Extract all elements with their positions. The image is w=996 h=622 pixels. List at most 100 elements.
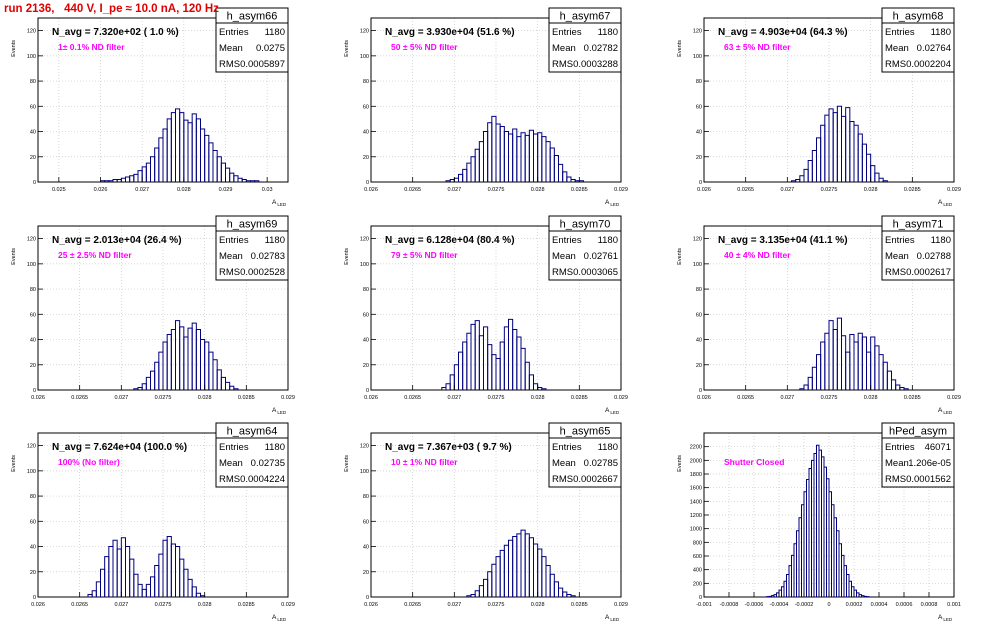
histogram-bin	[891, 379, 897, 390]
stats-label: Mean	[219, 458, 243, 469]
histogram-bin	[861, 143, 867, 182]
histogram-bin	[807, 376, 813, 390]
x-tick-label: 0.025	[52, 187, 66, 193]
stats-label: Mean	[885, 43, 909, 54]
stats-value: 0.0001562	[906, 474, 951, 485]
histogram-bin	[154, 564, 160, 597]
histogram-bin	[191, 586, 197, 597]
y-tick-label: 100	[693, 54, 702, 60]
stats-label: Entries	[885, 442, 915, 453]
n-avg-title: N_avg = 7.320e+02 ( 1.0 %)	[52, 27, 179, 38]
stats-box	[881, 215, 955, 281]
filter-note: 10 ± 1% ND filter	[391, 457, 458, 467]
x-tick-label: 0.0285	[571, 187, 588, 193]
histogram-bin	[470, 323, 476, 390]
histogram-bin	[458, 351, 464, 390]
y-tick-label: 80	[696, 287, 702, 293]
stats-label: RMS	[219, 267, 240, 278]
histogram-bin	[853, 341, 859, 390]
histogram-bin	[216, 156, 222, 182]
histogram-bin	[866, 153, 872, 182]
histogram-bin	[549, 147, 555, 182]
histogram-bin	[820, 124, 826, 182]
y-tick-label: 0	[366, 180, 369, 186]
x-axis-label: ALED	[272, 199, 287, 207]
stats-box-title: h_asym64	[227, 426, 278, 438]
x-tick-label: 0.028	[198, 602, 212, 608]
x-tick-label: 0.027	[780, 187, 794, 193]
histogram-bin	[512, 328, 518, 390]
x-tick-label: 0.026	[364, 395, 378, 401]
x-tick-label: 0.029	[614, 187, 628, 193]
stats-label: Mean	[219, 43, 243, 54]
stats-value: 0.02785	[584, 458, 618, 469]
histogram-bin	[495, 357, 501, 390]
stats-value: 46071	[925, 442, 951, 453]
stats-label: Entries	[219, 27, 249, 38]
y-tick-label: 120	[360, 29, 369, 35]
histogram-bin	[129, 175, 135, 182]
histogram-bin	[824, 114, 830, 182]
n-avg-title: N_avg = 6.128e+04 (80.4 %)	[385, 235, 515, 246]
histogram-bin	[187, 327, 193, 390]
histogram-bin	[553, 581, 559, 597]
histogram-bin	[225, 381, 231, 390]
histogram-bin	[137, 583, 143, 597]
histogram-bin	[208, 351, 214, 390]
histogram-bin	[120, 177, 126, 182]
histogram-bin	[566, 176, 572, 182]
histogram-bin	[549, 573, 555, 597]
y-tick-label: 80	[30, 79, 36, 85]
histogram-bin	[541, 556, 547, 597]
histogram-bin	[841, 115, 847, 182]
histogram-bin	[141, 588, 147, 597]
histogram-bin	[878, 177, 884, 182]
y-tick-label: 120	[693, 237, 702, 243]
histogram-bin	[183, 568, 189, 597]
y-tick-label: 60	[363, 519, 369, 525]
histogram-bin	[882, 180, 888, 182]
filter-note: 25 ± 2.5% ND filter	[58, 250, 132, 260]
y-tick-label: 120	[27, 29, 36, 35]
stats-value: 0.0002617	[906, 267, 951, 278]
x-tick-label: 0.0265	[71, 602, 88, 608]
y-tick-label: 400	[693, 568, 702, 574]
histogram-bin	[116, 548, 122, 597]
stats-label: RMS	[219, 59, 240, 70]
y-tick-label: 120	[360, 444, 369, 450]
histogram-bin	[220, 162, 226, 182]
stats-label: RMS	[552, 474, 573, 485]
histogram-bin	[220, 376, 226, 390]
histogram-bin	[170, 543, 176, 597]
stats-label: Mean	[219, 251, 243, 262]
stats-label: Entries	[885, 235, 915, 246]
histogram-panel-h_asym64: 0.026 0.0265 0.027 0.0275 0.028 0.0285 0.029 0 2…	[11, 422, 295, 622]
histogram-bin	[145, 376, 151, 390]
histogram-bin	[495, 123, 501, 182]
histogram-bin	[537, 132, 543, 182]
x-axis-label: ALED	[272, 407, 287, 415]
histogram-bin	[499, 125, 505, 182]
histogram-panel-hPed_asym: -0.001 -0.0008 -0.0006 -0.0004 -0.0002 0 0.000…	[677, 422, 961, 622]
x-axis-label-subscript: LED	[943, 617, 953, 622]
y-tick-label: 60	[30, 104, 36, 110]
x-tick-label: 0.027	[114, 602, 128, 608]
histogram-bin	[886, 370, 892, 390]
histogram-bin	[158, 137, 164, 182]
x-axis-label-subscript: LED	[277, 617, 287, 622]
filter-note: 79 ± 5% ND filter	[391, 250, 458, 260]
stats-box	[215, 7, 289, 73]
histogram-panel-h_asym66: 0.025 0.026 0.027 0.028 0.029 0.03 0 20 40 60 80 10…	[11, 7, 289, 207]
histogram-bin	[183, 119, 189, 182]
x-tick-label: 0.028	[864, 395, 878, 401]
x-tick-label: -0.0006	[745, 602, 764, 608]
histogram-bin	[158, 351, 164, 390]
x-tick-label: -0.0004	[770, 602, 789, 608]
x-tick-label: 0.0285	[904, 187, 921, 193]
y-tick-label: 80	[363, 79, 369, 85]
x-tick-label: 0.0285	[904, 395, 921, 401]
histogram-bin	[524, 134, 530, 182]
histogram-bin	[508, 318, 514, 390]
histogram-bin	[187, 578, 193, 597]
x-axis-label-subscript: LED	[277, 202, 287, 207]
